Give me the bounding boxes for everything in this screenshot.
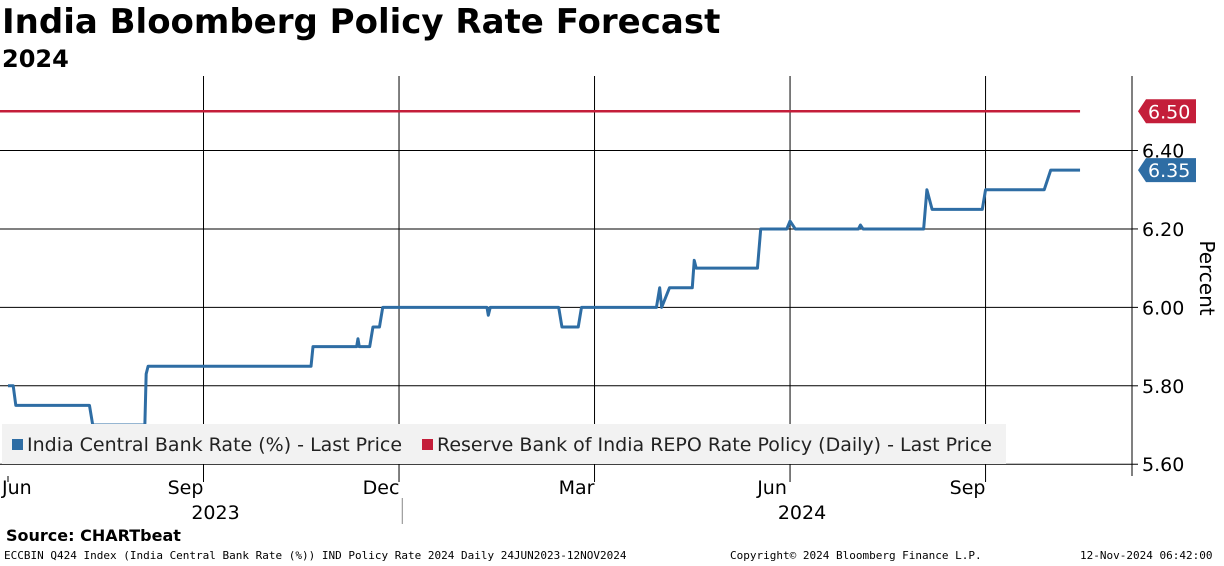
footer-timestamp: 12-Nov-2024 06:42:00	[1080, 549, 1213, 562]
series-layer	[0, 110, 1081, 427]
last-value-tag	[1138, 99, 1196, 124]
x-tick-label: Sep	[950, 477, 986, 499]
y-tick-label: 5.60	[1142, 454, 1184, 476]
x-tick-label: Mar	[559, 477, 595, 499]
x-tick-label: Sep	[168, 477, 204, 499]
source-note: Source: CHARTbeat	[6, 526, 181, 545]
chart-subtitle: 2024	[2, 45, 69, 73]
legend-item-central-bank: India Central Bank Rate (%) - Last Price	[12, 434, 402, 456]
x-tick-label: Jun	[1, 477, 32, 499]
footer-copyright: Copyright© 2024 Bloomberg Finance L.P.	[730, 549, 982, 562]
x-tick-label: Jun	[756, 477, 787, 499]
footer-index-info: ECCBIN Q424 Index (India Central Bank Ra…	[4, 549, 627, 562]
x-year-label: 2024	[778, 502, 826, 524]
last-value-tags: 6.50 6.35	[1138, 99, 1196, 183]
legend-label-repo: Reserve Bank of India REPO Rate Policy (…	[437, 434, 992, 456]
legend-swatch-repo	[422, 439, 433, 450]
axis-layer: 5.60 5.80 6.00 6.20 6.40 Jun Sep Dec Mar Jun Sep 20…	[1, 76, 1184, 524]
chart-title: India Bloomberg Policy Rate Forecast	[2, 2, 721, 42]
y-tick-label: 6.00	[1142, 297, 1184, 319]
x-tick-label: Dec	[363, 477, 400, 499]
last-value-tag-label: 6.50	[1148, 101, 1190, 123]
x-year-label: 2023	[191, 502, 239, 524]
series-line-central-bank	[8, 168, 1081, 427]
last-value-tag-label: 6.35	[1148, 160, 1190, 182]
y-tick-label: 6.40	[1142, 141, 1184, 163]
legend: India Central Bank Rate (%) - Last Price…	[2, 424, 1006, 464]
legend-label-central-bank: India Central Bank Rate (%) - Last Price	[27, 434, 403, 456]
last-value-tag	[1138, 158, 1196, 183]
y-axis-title: Percent	[1195, 240, 1219, 315]
y-tick-label: 6.20	[1142, 219, 1184, 241]
y-tick-label: 5.80	[1142, 376, 1184, 398]
legend-swatch-central-bank	[12, 439, 23, 450]
grid-layer	[0, 76, 1132, 476]
legend-item-repo: Reserve Bank of India REPO Rate Policy (…	[422, 434, 992, 456]
